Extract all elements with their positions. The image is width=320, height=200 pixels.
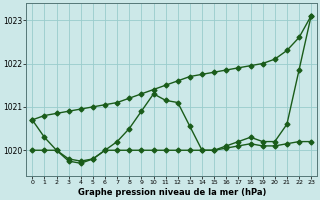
X-axis label: Graphe pression niveau de la mer (hPa): Graphe pression niveau de la mer (hPa) (77, 188, 266, 197)
